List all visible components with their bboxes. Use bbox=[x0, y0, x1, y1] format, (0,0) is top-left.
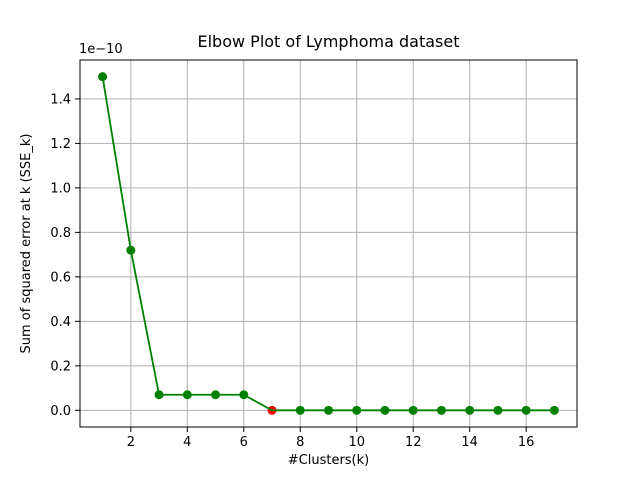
data-point bbox=[436, 405, 446, 415]
x-tick-label: 14 bbox=[461, 435, 478, 450]
data-point bbox=[126, 245, 136, 255]
axes-frame bbox=[79, 59, 578, 428]
y-tick-label: 0.8 bbox=[50, 226, 71, 241]
y-axis-label: Sum of squared error at k (SSE_k) bbox=[19, 134, 34, 354]
x-tick-label: 6 bbox=[240, 435, 248, 450]
x-tick-label: 2 bbox=[127, 435, 135, 450]
series-layer bbox=[98, 72, 559, 415]
data-point bbox=[98, 72, 108, 82]
x-tick-label: 12 bbox=[405, 435, 422, 450]
y-tick-label: 1.2 bbox=[50, 137, 71, 152]
y-tick-label: 1.0 bbox=[50, 181, 71, 196]
grid-layer bbox=[80, 60, 577, 427]
x-tick-label: 8 bbox=[296, 435, 304, 450]
data-point bbox=[493, 405, 503, 415]
data-point bbox=[352, 405, 362, 415]
y-tick-label: 1.4 bbox=[50, 92, 71, 107]
x-tick-label: 16 bbox=[518, 435, 535, 450]
sse-series-line bbox=[101, 76, 555, 412]
x-tick-label: 10 bbox=[348, 435, 365, 450]
axes-spines bbox=[79, 59, 578, 428]
data-point bbox=[549, 405, 559, 415]
y-tick-label: 0.6 bbox=[50, 270, 71, 285]
tick-layer: 2 4 6 8 10 12 14 16 0.0 0.2 0.4 0.6 0.8 1.0 1.2 1.4 bbox=[50, 92, 534, 450]
y-tick-label: 0.4 bbox=[50, 315, 71, 330]
data-point bbox=[295, 405, 305, 415]
x-axis-label: #Clusters(k) bbox=[288, 453, 369, 468]
data-point bbox=[154, 390, 164, 400]
y-tick-label: 0.2 bbox=[50, 359, 71, 374]
data-point bbox=[465, 405, 475, 415]
x-tick-label: 4 bbox=[183, 435, 191, 450]
data-point bbox=[211, 390, 221, 400]
data-point bbox=[380, 405, 390, 415]
y-axis-offset-label: 1e−10 bbox=[79, 42, 123, 57]
y-tick-label: 0.0 bbox=[50, 404, 71, 419]
data-point bbox=[408, 405, 418, 415]
chart-title: Elbow Plot of Lymphoma dataset bbox=[198, 32, 460, 51]
data-point bbox=[239, 390, 249, 400]
data-point bbox=[324, 405, 333, 415]
data-point bbox=[182, 390, 192, 400]
data-point bbox=[521, 405, 531, 415]
